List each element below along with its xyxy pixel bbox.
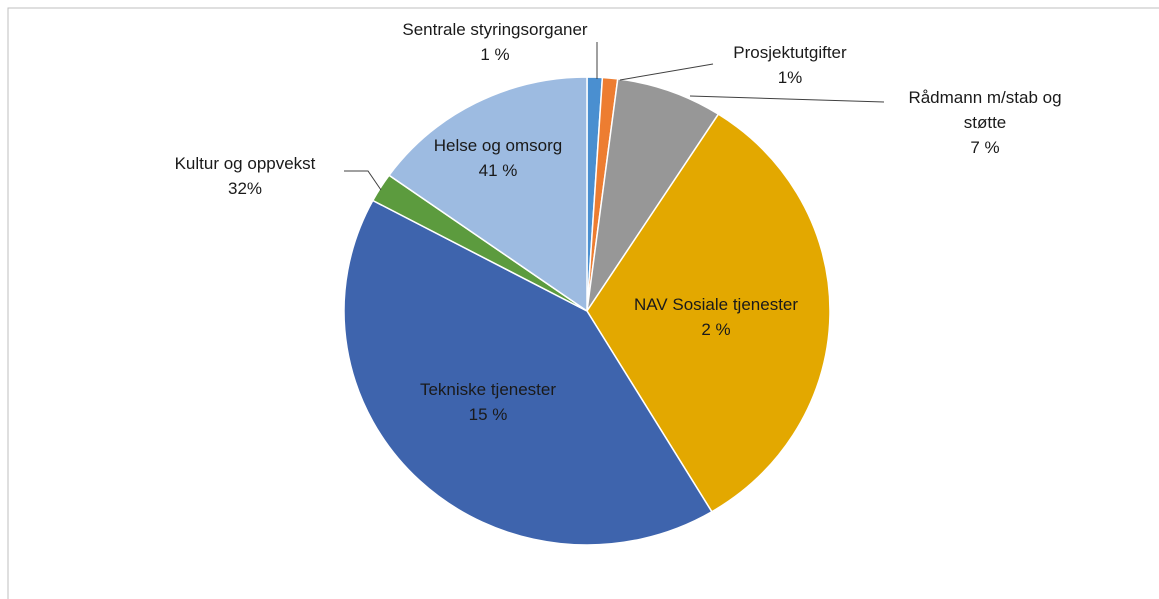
pie-slice [387, 76, 588, 313]
value-label: 2 % [701, 320, 731, 339]
slice-label: Prosjektutgifter 1% [690, 40, 890, 90]
category-label: NAV Sosiale tjenester [633, 295, 799, 314]
category-label: Kultur og oppvekst [174, 154, 316, 173]
slice-label: NAV Sosiale tjenester 2 % [606, 292, 826, 342]
pie-slice [586, 78, 720, 312]
category-label: Prosjektutgifter [733, 43, 847, 62]
category-label: Helse og omsorg [433, 136, 563, 155]
slice-label: Tekniske tjenester 15 % [378, 377, 598, 427]
slice-label: Sentrale styringsorganer 1 % [365, 17, 625, 67]
slice-label: Kultur og oppvekst 32% [125, 151, 365, 201]
value-label: 1% [777, 68, 803, 87]
slice-label: Helse og omsorg 41 % [398, 133, 598, 183]
category-label: Rådmann m/stab og støtte [908, 88, 1062, 132]
pie-slice [586, 113, 831, 513]
slice-label: Rådmann m/stab og støtte 7 % [890, 85, 1080, 160]
leader-line [689, 95, 885, 103]
value-label: 41 % [478, 161, 518, 180]
value-label: 32% [227, 179, 263, 198]
value-label: 15 % [468, 405, 508, 424]
value-label: 7 % [970, 138, 1000, 157]
value-label: 1 % [480, 45, 510, 64]
frame [7, 7, 1159, 599]
pie-slice [343, 199, 713, 546]
leader-line [344, 170, 382, 191]
leader-line [619, 63, 714, 81]
category-label: Sentrale styringsorganer [402, 20, 588, 39]
category-label: Tekniske tjenester [419, 380, 557, 399]
leader-lines [344, 42, 885, 191]
